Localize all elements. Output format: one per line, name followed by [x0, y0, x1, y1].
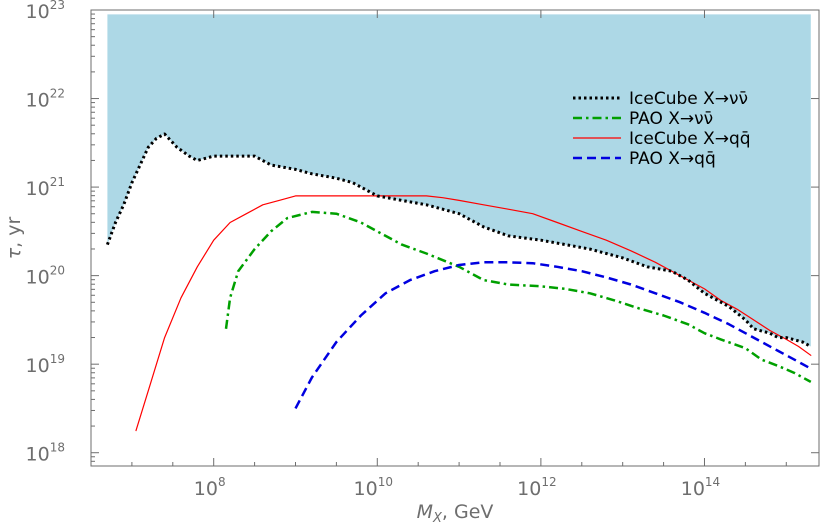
x-axis-label-suffix: , GeV	[442, 501, 494, 523]
x-tick-base: 10	[681, 478, 705, 500]
y-tick-exponent: 19	[50, 352, 65, 366]
legend-label-pao-x-to-qq: PAO X→qq̄	[629, 149, 716, 169]
legend-label-icecube-x-to: IceCube X→νν̄	[629, 89, 748, 109]
x-tick-label: 1010	[354, 475, 393, 500]
y-tick-label: 1018	[26, 441, 65, 466]
y-tick-exponent: 22	[50, 87, 65, 101]
y-tick-base: 10	[26, 355, 50, 377]
y-tick-base: 10	[26, 267, 50, 289]
x-axis-label-main: M	[417, 501, 433, 523]
x-tick-base: 10	[354, 478, 378, 500]
y-tick-label: 1023	[26, 0, 65, 23]
y-tick-base: 10	[26, 444, 50, 466]
y-axis-label: τ, yr	[3, 217, 25, 260]
x-tick-label: 108	[194, 475, 226, 500]
x-tick-exponent: 14	[705, 475, 720, 489]
legend: IceCube X→νν̄PAO X→νν̄IceCube X→qq̄PAO X…	[573, 89, 751, 169]
y-tick-base: 10	[26, 178, 50, 200]
legend-label-pao-x-to: PAO X→νν̄	[629, 109, 713, 129]
x-tick-label: 1012	[517, 475, 556, 500]
y-tick-label: 1022	[26, 87, 65, 112]
y-tick-exponent: 23	[50, 0, 65, 12]
x-axis-label: MX, GeV	[417, 501, 494, 526]
legend-label-icecube-x-to-qq: IceCube X→qq̄	[629, 129, 751, 149]
x-tick-exponent: 12	[541, 475, 556, 489]
x-axis-label-sub: X	[432, 511, 443, 526]
x-tick-exponent: 8	[218, 475, 226, 489]
plot-frame	[90, 9, 820, 467]
series-line-icecube-x-to-qq	[135, 195, 812, 432]
y-tick-exponent: 20	[50, 264, 65, 278]
y-tick-base: 10	[26, 1, 50, 23]
x-tick-exponent: 10	[378, 475, 393, 489]
y-tick-exponent: 18	[50, 441, 65, 455]
excluded-region-fill	[107, 14, 811, 347]
series-line-icecube-x-to	[105, 132, 812, 348]
x-tick-base: 10	[194, 478, 218, 500]
y-tick-label: 1019	[26, 352, 65, 377]
y-tick-label: 1021	[26, 175, 65, 200]
y-tick-label: 1020	[26, 264, 65, 289]
y-axis-label-suffix: , yr	[3, 217, 25, 248]
series-line-pao-x-to-qq	[294, 261, 812, 409]
y-tick-exponent: 21	[50, 175, 65, 189]
x-tick-label: 1014	[681, 475, 720, 500]
y-tick-base: 10	[26, 90, 50, 112]
y-axis-label-main: τ	[3, 247, 25, 259]
series-line-pao-x-to	[224, 210, 812, 383]
x-tick-base: 10	[517, 478, 541, 500]
